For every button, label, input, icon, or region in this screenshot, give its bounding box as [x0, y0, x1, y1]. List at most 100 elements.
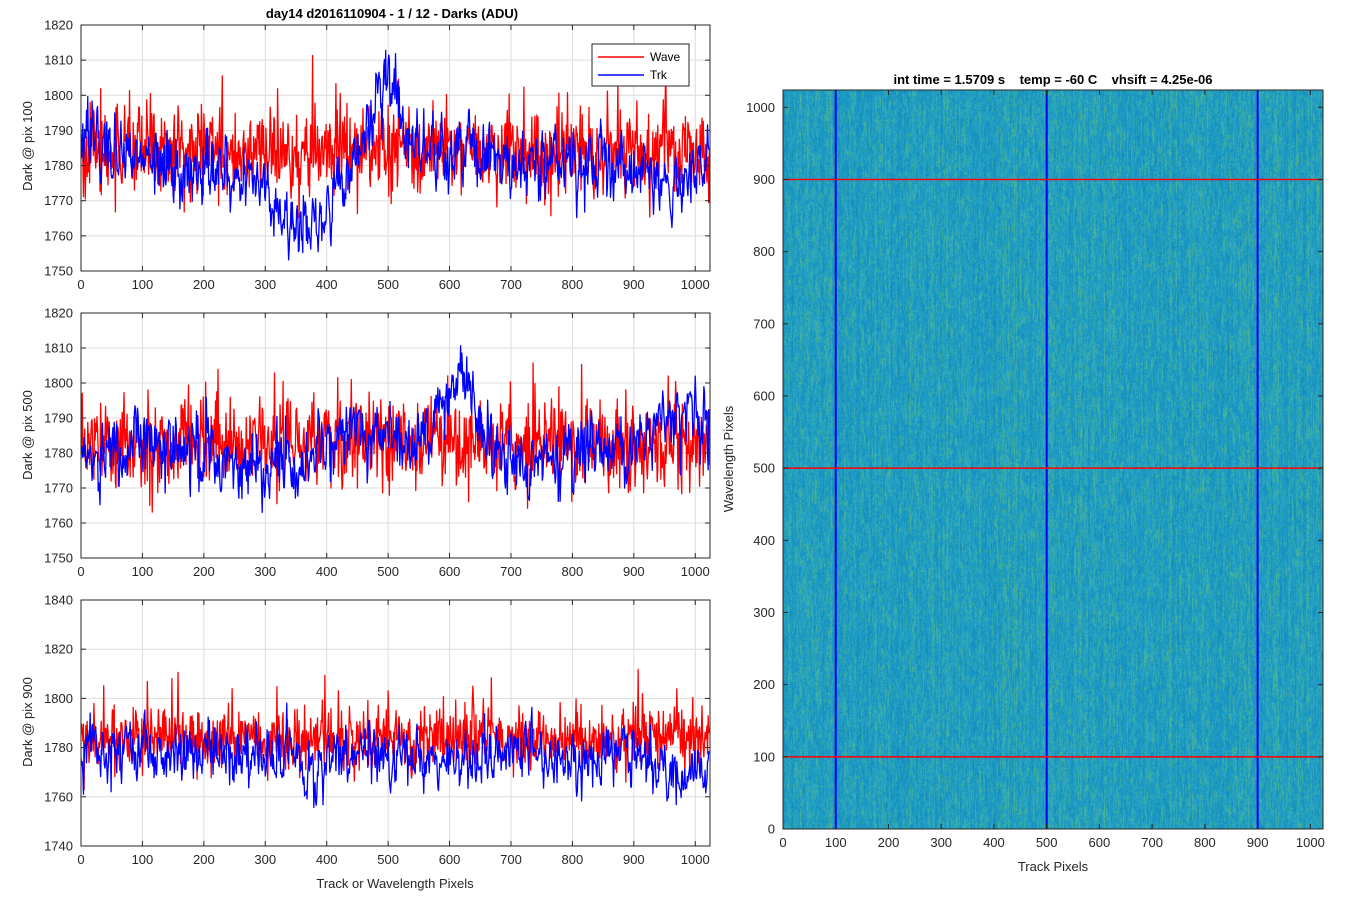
figure-title: day14 d2016110904 - 1 / 12 - Darks (ADU)	[266, 6, 518, 21]
y-tick-label: 1800	[44, 691, 73, 706]
x-axis-label: Track Pixels	[1018, 859, 1089, 874]
series-line-trk	[81, 345, 710, 513]
y-axis-label: Dark @ pix 500	[20, 390, 35, 480]
x-tick-label: 900	[623, 277, 645, 292]
y-tick-label: 1780	[44, 158, 73, 173]
x-tick-label: 100	[132, 277, 154, 292]
x-axis-label: Track or Wavelength Pixels	[316, 876, 474, 891]
x-tick-label: 500	[377, 277, 399, 292]
x-tick-label: 600	[1089, 835, 1111, 850]
y-tick-label: 300	[753, 605, 775, 620]
marker-lines	[783, 90, 1323, 829]
x-tick-label: 0	[77, 564, 84, 579]
y-tick-label: 1760	[44, 228, 73, 243]
heatmap-image	[783, 90, 1323, 829]
x-tick-label: 700	[1141, 835, 1163, 850]
y-tick-label: 1800	[44, 376, 73, 391]
y-tick-label: 1790	[44, 123, 73, 138]
line-chart-panel-3: 0 100 200 300 400 500 600 700 800 900 1000 1740 1760…	[20, 593, 711, 891]
axes-frame	[80, 599, 711, 847]
x-tick-label: 300	[254, 852, 276, 867]
x-tick-label: 700	[500, 852, 522, 867]
x-tick-label: 200	[193, 277, 215, 292]
x-tick-label: 300	[930, 835, 952, 850]
axes-frame	[80, 312, 711, 559]
legend-label-trk: Trk	[650, 68, 668, 82]
series-line-wave	[81, 54, 710, 219]
x-tick-label: 400	[316, 564, 338, 579]
heatmap-panel: int time = 1.5709 s temp = -60 C vhsift …	[721, 72, 1325, 874]
x-tick-label: 600	[439, 277, 461, 292]
axes-box	[80, 24, 711, 272]
legend-label-wave: Wave	[650, 50, 681, 64]
tick-labels: 0 100 200 300 400 500 600 700 800 900 1000 1750 1760…	[44, 18, 710, 293]
y-tick-label: 1820	[44, 18, 73, 33]
heatmap-title: int time = 1.5709 s temp = -60 C vhsift …	[893, 72, 1212, 87]
series-layer	[81, 49, 710, 261]
y-tick-label: 1760	[44, 516, 73, 531]
y-tick-label: 800	[753, 244, 775, 259]
x-tick-label: 500	[377, 852, 399, 867]
x-tick-label: 100	[825, 835, 847, 850]
x-tick-label: 500	[1036, 835, 1058, 850]
y-tick-label: 1760	[44, 789, 73, 804]
x-tick-label: 900	[623, 564, 645, 579]
y-tick-label: 1820	[44, 306, 73, 321]
x-tick-label: 200	[193, 852, 215, 867]
series-layer	[81, 668, 710, 809]
y-tick-label: 1740	[44, 839, 73, 854]
x-tick-label: 1000	[681, 852, 710, 867]
y-tick-label: 1780	[44, 740, 73, 755]
x-tick-label: 0	[77, 277, 84, 292]
tick-labels: 0 100 200 300 400 500 600 700 800 900 1000 1750 1760…	[44, 306, 710, 580]
x-tick-label: 0	[77, 852, 84, 867]
legend: Wave Trk	[591, 43, 690, 87]
y-tick-label: 400	[753, 533, 775, 548]
y-axis-label: Dark @ pix 900	[20, 677, 35, 767]
y-tick-label: 1840	[44, 593, 73, 608]
x-tick-label: 1000	[1296, 835, 1325, 850]
y-tick-label: 500	[753, 461, 775, 476]
x-tick-label: 200	[878, 835, 900, 850]
y-tick-label: 1810	[44, 53, 73, 68]
tick-labels: 0 100 200 300 400 500 600 700 800 900 1000 0 100 200 3…	[746, 100, 1325, 850]
x-tick-label: 700	[500, 564, 522, 579]
x-tick-label: 600	[439, 852, 461, 867]
y-tick-label: 1770	[44, 481, 73, 496]
x-tick-label: 900	[1247, 835, 1269, 850]
series-line-wave	[81, 668, 710, 791]
axes-box	[80, 312, 711, 559]
x-tick-label: 200	[193, 564, 215, 579]
axes-frame	[782, 89, 1324, 830]
x-tick-label: 300	[254, 277, 276, 292]
line-chart-panel-1: 0 100 200 300 400 500 600 700 800 900 1000 1750 1760…	[20, 18, 711, 293]
y-tick-label: 1780	[44, 446, 73, 461]
x-tick-label: 800	[562, 564, 584, 579]
x-tick-label: 400	[316, 852, 338, 867]
x-tick-label: 100	[132, 852, 154, 867]
series-line-trk	[81, 702, 710, 809]
axes-box	[80, 599, 711, 847]
y-tick-label: 700	[753, 316, 775, 331]
y-tick-label: 100	[753, 749, 775, 764]
x-tick-label: 800	[562, 277, 584, 292]
x-tick-label: 800	[1194, 835, 1216, 850]
x-tick-label: 1000	[681, 277, 710, 292]
y-tick-label: 1750	[44, 551, 73, 566]
axes-box	[782, 89, 1324, 830]
x-tick-label: 700	[500, 277, 522, 292]
x-tick-label: 900	[623, 852, 645, 867]
x-tick-label: 0	[779, 835, 786, 850]
x-tick-label: 100	[132, 564, 154, 579]
y-tick-label: 600	[753, 388, 775, 403]
x-tick-label: 800	[562, 852, 584, 867]
series-line-trk	[81, 49, 710, 261]
x-tick-label: 600	[439, 564, 461, 579]
line-chart-panel-2: 0 100 200 300 400 500 600 700 800 900 1000 1750 1760…	[20, 306, 711, 580]
y-tick-label: 1770	[44, 193, 73, 208]
y-tick-label: 1790	[44, 411, 73, 426]
y-tick-label: 0	[768, 822, 775, 837]
y-tick-label: 1810	[44, 341, 73, 356]
x-tick-label: 400	[316, 277, 338, 292]
